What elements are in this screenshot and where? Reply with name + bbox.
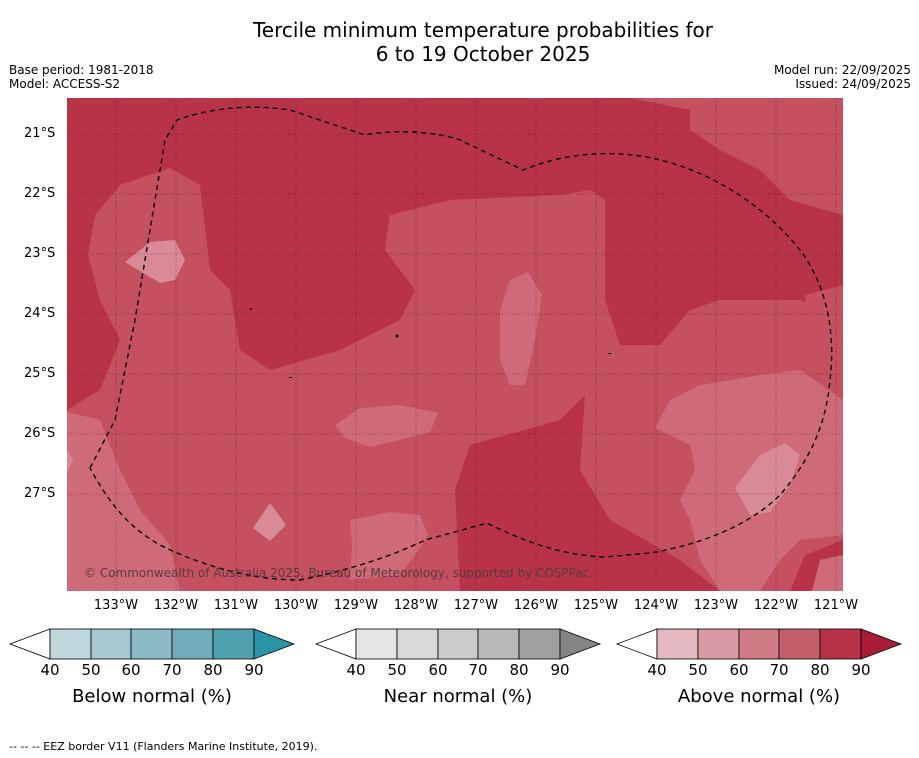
right-meta: Model run: 22/09/2025 Issued: 24/09/2025 [774,63,911,91]
colorbar-tick: 80 [509,661,529,679]
colorbar-near [314,628,602,660]
issued-date: Issued: 24/09/2025 [795,77,911,91]
lon-label: 121°W [813,598,859,613]
copyright-notice: © Commonwealth of Australia 2025, Bureau… [84,566,590,580]
colorbar-tick: 40 [346,661,366,679]
lat-label: 23°S [24,246,56,261]
island-dot [250,308,252,310]
lat-label: 21°S [24,126,56,141]
field-60-70-sw [350,512,428,580]
lon-label: 132°W [153,598,199,613]
model-name: Model: ACCESS-S2 [9,77,121,91]
colorbar-tick: 60 [428,661,448,679]
lon-label: 127°W [453,598,499,613]
field-50-60-edge [67,450,73,472]
field-50-60-sw [253,503,286,541]
colorbar-tick: 90 [244,661,264,679]
lat-label: 27°S [24,486,56,501]
map-title: Tercile minimum temperature probabilitie… [0,18,919,66]
colorbar-tick: 50 [387,661,407,679]
eez-footnote: -- -- -- EEZ border V11 (Flanders Marine… [9,740,318,753]
colorbar-tick: 70 [162,661,182,679]
base-period: Base period: 1981-2018 [9,63,154,77]
colorbar-above [615,628,903,660]
colorbar-title-above: Above normal (%) [677,686,841,707]
lat-label: 26°S [24,426,56,441]
colorbar-tick: 40 [40,661,60,679]
field-70-80-northeast [630,98,843,215]
colorbar-below [8,628,296,660]
colorbar-tick: 50 [81,661,101,679]
eez-border [89,106,833,581]
lat-label: 25°S [24,366,56,381]
left-meta: Base period: 1981-2018 Model: ACCESS-S2 [9,63,154,91]
colorbar-title-below: Below normal (%) [72,686,232,707]
colorbar-tick: 40 [647,661,667,679]
lon-label: 123°W [693,598,739,613]
field-70-80-west [67,168,843,591]
lon-label: 131°W [213,598,259,613]
model-run: Model run: 22/09/2025 [773,63,911,77]
lon-label: 128°W [393,598,439,613]
lon-label: 133°W [93,598,139,613]
colorbar-tick: 80 [810,661,830,679]
field-70-80-east [805,285,843,405]
island-marks [250,308,611,378]
title-line-2: 6 to 19 October 2025 [375,42,591,66]
island-dot [289,377,292,378]
title-line-1: Tercile minimum temperature probabilitie… [252,18,714,42]
island-dot [395,334,399,338]
probability-field [67,98,843,591]
lon-label: 125°W [573,598,619,613]
lat-label: 24°S [24,306,56,321]
colorbar-tick: 50 [688,661,708,679]
field-60-70-southeast-edge [812,555,843,591]
colorbar-tick: 60 [729,661,749,679]
colorbar-tick: 70 [468,661,488,679]
graticule-longitudes [115,98,837,591]
colorbar-tick: 90 [550,661,570,679]
lon-label: 130°W [273,598,319,613]
colorbar-tick: 70 [769,661,789,679]
field-60-70-center [335,405,438,447]
colorbar-tick: 90 [851,661,871,679]
colorbar-tick: 80 [203,661,223,679]
lon-label: 126°W [513,598,559,613]
lon-label: 129°W [333,598,379,613]
colorbar-title-near: Near normal (%) [383,686,533,707]
lon-label: 122°W [753,598,799,613]
field-50-60-west [125,240,185,283]
field-50-60-east [735,443,800,515]
graticule-latitudes [67,133,843,495]
lat-label: 22°S [24,186,56,201]
lon-label: 124°W [633,598,679,613]
island-dot [608,353,611,354]
field-60-70-north [500,272,542,385]
colorbar-tick: 60 [121,661,141,679]
